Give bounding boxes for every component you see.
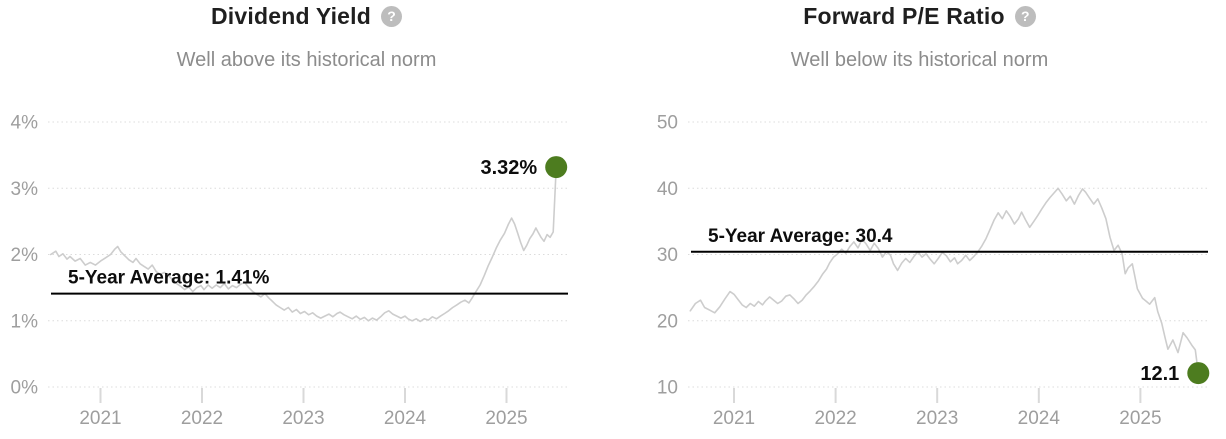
latest-value-dot <box>1187 362 1210 385</box>
y-axis-label: 50 <box>657 113 678 134</box>
chart-header: Dividend Yield ? <box>0 0 613 30</box>
help-icon[interactable]: ? <box>381 6 402 27</box>
series-line <box>49 166 558 323</box>
chart-subtitle: Well above its historical norm <box>176 49 437 71</box>
x-axis-label: 2025 <box>1119 408 1161 429</box>
page-title: Forward P/E Ratio <box>803 3 1005 29</box>
y-axis-label: 40 <box>657 179 678 200</box>
forward-pe-plot: 50 40 30 20 10 2021 2022 2023 2024 2025 5-Year Ave… <box>657 113 1210 429</box>
dividend-yield-plot: 4% 3% 2% 1% 0% 2021 2022 2023 2024 2025 5-Year Ave… <box>11 113 568 429</box>
x-axis-label: 2022 <box>814 408 856 429</box>
x-axis-label: 2022 <box>181 408 223 429</box>
average-label: 5-Year Average: 30.4 <box>708 226 893 247</box>
x-axis-label: 2024 <box>384 408 427 429</box>
latest-value-label: 12.1 <box>1140 363 1179 385</box>
chart-subtitle: Well below its historical norm <box>790 49 1049 71</box>
average-label: 5-Year Average: 1.41% <box>68 268 269 289</box>
y-axis-label: 3% <box>11 179 39 200</box>
dividend-yield-chart: Dividend Yield ? Well above its historic… <box>0 0 613 429</box>
page-title: Dividend Yield <box>210 3 371 29</box>
y-axis-label: 4% <box>11 113 39 134</box>
latest-value-dot <box>545 156 568 179</box>
help-icon[interactable]: ? <box>1014 6 1036 27</box>
y-axis-label: 10 <box>657 378 678 399</box>
chart-header: Forward P/E Ratio ? <box>613 0 1226 30</box>
y-axis-label: 20 <box>657 311 678 332</box>
x-axis-label: 2024 <box>1018 408 1061 429</box>
forward-pe-chart: Forward P/E Ratio ? Well below its histo… <box>613 0 1226 439</box>
y-axis-label: 30 <box>657 245 678 266</box>
y-axis-label: 0% <box>11 378 39 399</box>
latest-value-label: 3.32% <box>480 157 537 179</box>
x-axis-label: 2025 <box>485 408 527 429</box>
x-axis-label: 2021 <box>79 408 121 429</box>
x-axis-label: 2023 <box>282 408 324 429</box>
y-axis-label: 1% <box>11 311 39 332</box>
x-axis-label: 2023 <box>916 408 958 429</box>
y-axis-label: 2% <box>11 245 39 266</box>
x-axis-label: 2021 <box>713 408 755 429</box>
series-line <box>689 187 1200 374</box>
